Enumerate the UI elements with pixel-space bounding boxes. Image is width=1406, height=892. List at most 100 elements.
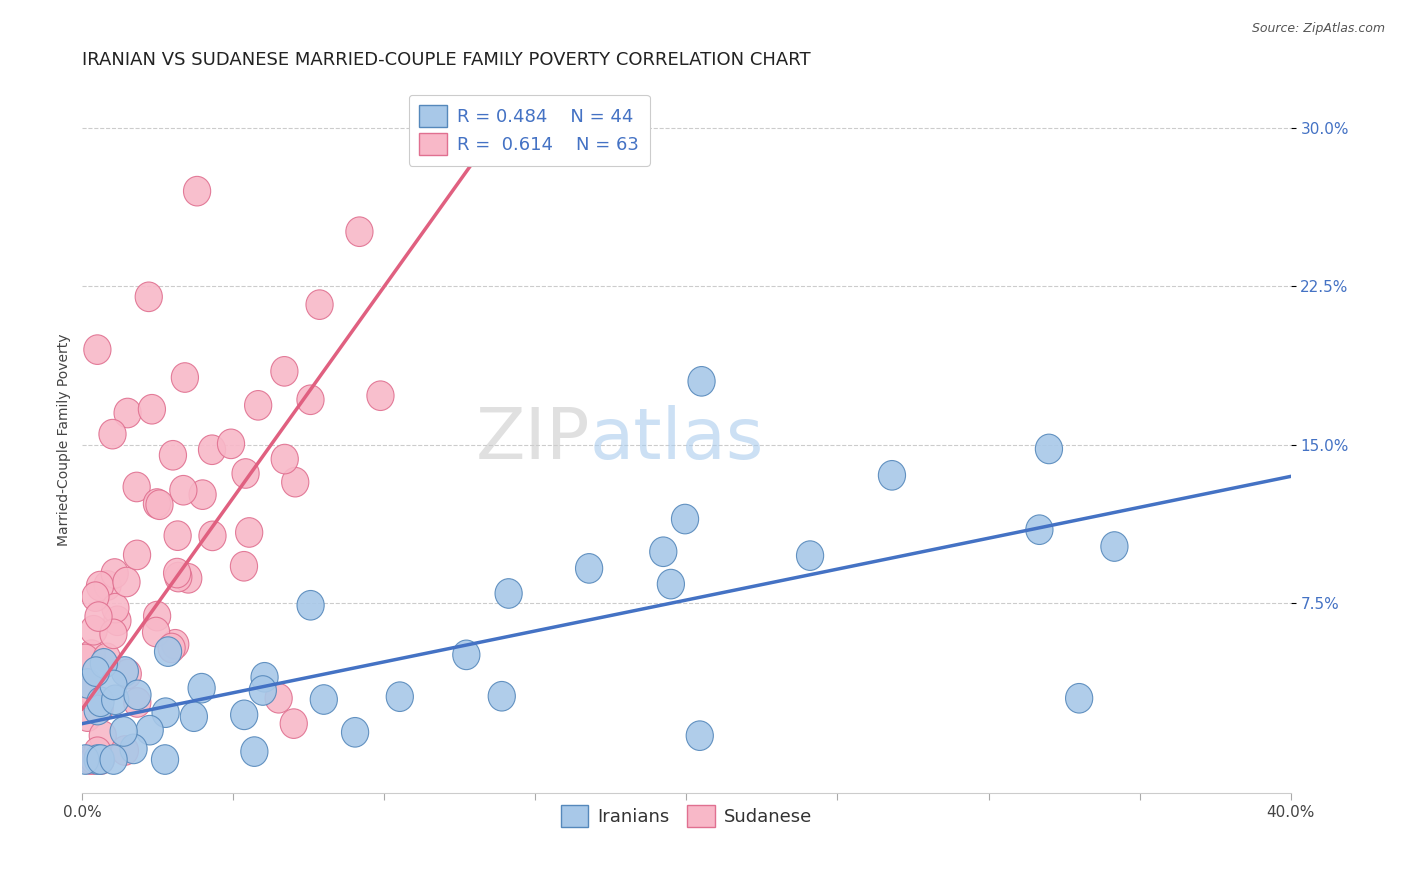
Text: ZIP: ZIP [475,405,589,474]
Ellipse shape [124,541,150,570]
Ellipse shape [84,695,111,725]
Ellipse shape [111,657,138,686]
Ellipse shape [250,663,278,692]
Ellipse shape [82,582,110,611]
Ellipse shape [188,673,215,703]
Ellipse shape [231,700,257,730]
Ellipse shape [575,554,603,583]
Ellipse shape [114,659,142,689]
Ellipse shape [124,680,150,710]
Ellipse shape [240,737,269,766]
Ellipse shape [198,435,225,465]
Ellipse shape [249,676,277,706]
Ellipse shape [90,648,118,678]
Ellipse shape [143,601,170,631]
Ellipse shape [84,602,112,632]
Ellipse shape [672,504,699,533]
Ellipse shape [453,640,479,670]
Ellipse shape [111,736,139,765]
Ellipse shape [387,681,413,712]
Ellipse shape [79,640,105,669]
Ellipse shape [80,745,108,774]
Ellipse shape [86,694,114,723]
Ellipse shape [159,441,187,470]
Ellipse shape [143,489,170,518]
Ellipse shape [86,571,114,601]
Ellipse shape [184,177,211,206]
Ellipse shape [124,472,150,502]
Ellipse shape [231,551,257,581]
Ellipse shape [101,558,128,589]
Ellipse shape [218,429,245,458]
Ellipse shape [236,517,263,548]
Ellipse shape [101,593,129,623]
Ellipse shape [245,391,271,420]
Ellipse shape [93,643,121,673]
Ellipse shape [75,702,101,731]
Ellipse shape [1026,515,1053,544]
Ellipse shape [72,644,98,673]
Ellipse shape [75,673,101,703]
Ellipse shape [114,398,141,428]
Ellipse shape [84,745,111,774]
Ellipse shape [311,685,337,714]
Ellipse shape [488,681,516,711]
Ellipse shape [188,480,217,509]
Ellipse shape [172,363,198,392]
Y-axis label: Married-Couple Family Poverty: Married-Couple Family Poverty [58,334,72,546]
Ellipse shape [297,385,323,415]
Ellipse shape [100,745,127,774]
Text: atlas: atlas [589,405,763,474]
Ellipse shape [495,579,522,608]
Ellipse shape [686,721,713,750]
Ellipse shape [170,475,197,505]
Ellipse shape [307,290,333,319]
Ellipse shape [281,467,309,497]
Ellipse shape [346,217,373,246]
Ellipse shape [688,367,716,396]
Ellipse shape [110,716,138,747]
Ellipse shape [75,669,101,698]
Ellipse shape [157,633,186,663]
Ellipse shape [98,419,127,449]
Ellipse shape [77,745,104,774]
Ellipse shape [152,698,179,728]
Ellipse shape [198,521,226,550]
Ellipse shape [367,381,394,410]
Ellipse shape [112,567,141,597]
Ellipse shape [180,702,208,731]
Ellipse shape [89,721,117,750]
Text: Source: ZipAtlas.com: Source: ZipAtlas.com [1251,22,1385,36]
Ellipse shape [342,717,368,747]
Ellipse shape [650,537,676,566]
Ellipse shape [87,687,114,716]
Ellipse shape [297,591,325,620]
Legend: Iranians, Sudanese: Iranians, Sudanese [554,797,820,834]
Ellipse shape [657,569,685,599]
Ellipse shape [124,688,150,717]
Ellipse shape [72,679,98,708]
Ellipse shape [165,521,191,550]
Ellipse shape [174,564,202,593]
Ellipse shape [155,637,181,666]
Ellipse shape [84,737,111,766]
Text: IRANIAN VS SUDANESE MARRIED-COUPLE FAMILY POVERTY CORRELATION CHART: IRANIAN VS SUDANESE MARRIED-COUPLE FAMIL… [83,51,811,69]
Ellipse shape [138,394,166,424]
Ellipse shape [142,617,170,647]
Ellipse shape [83,657,110,687]
Ellipse shape [1101,532,1128,561]
Ellipse shape [165,562,191,592]
Ellipse shape [136,715,163,745]
Ellipse shape [796,541,824,570]
Ellipse shape [1035,434,1063,464]
Ellipse shape [232,458,259,488]
Ellipse shape [146,490,173,519]
Ellipse shape [163,558,191,588]
Ellipse shape [120,734,148,764]
Ellipse shape [266,683,292,713]
Ellipse shape [271,444,298,474]
Ellipse shape [87,745,114,774]
Ellipse shape [879,460,905,490]
Ellipse shape [135,282,162,311]
Ellipse shape [271,357,298,386]
